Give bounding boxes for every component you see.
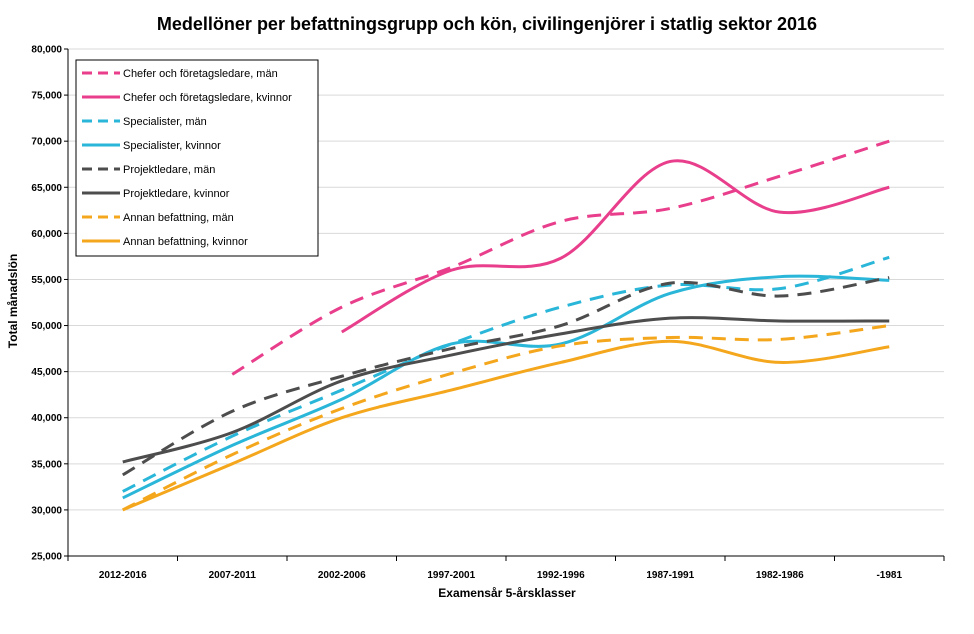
series-line (122, 255, 890, 493)
x-axis-label: Examensår 5-årsklasser (438, 586, 576, 600)
series-line (122, 339, 890, 512)
y-tick-label: 70,000 (31, 137, 62, 148)
x-tick-labels: 2012-2016 2007-2011 2002-2006 1997-2001 1992… (99, 570, 903, 581)
series-line (122, 274, 890, 500)
series-line (341, 159, 890, 334)
legend-entry: Chefer och företagsledare, män (123, 68, 278, 80)
chart-title: Medellöner per befattningsgrupp och kön,… (157, 14, 817, 34)
y-tick-label: 55,000 (31, 275, 62, 286)
y-tick-label: 35,000 (31, 459, 62, 470)
series-lines (121, 139, 890, 512)
y-tick-label: 50,000 (31, 321, 62, 332)
y-tick-label: 40,000 (31, 413, 62, 424)
series-line (122, 316, 890, 464)
y-tick-label: 25,000 (31, 552, 62, 563)
x-tick-label: 2002-2006 (318, 570, 366, 581)
x-tick-label: 2012-2016 (99, 570, 147, 581)
legend-box (75, 59, 319, 257)
y-axis-label: Total månadslön (6, 254, 20, 348)
y-tick-label: 75,000 (31, 91, 62, 102)
axes (64, 48, 945, 561)
legend-entry: Specialister, män (123, 116, 207, 128)
y-tick-label: 30,000 (31, 505, 62, 516)
legend-entry: Projektledare, män (123, 164, 215, 176)
x-tick-label: 2007-2011 (209, 570, 257, 581)
y-tick-labels: 25,000 30,000 35,000 40,000 45,000 50,000 55,0… (31, 45, 62, 563)
y-tick-label: 60,000 (31, 229, 62, 240)
y-tick-label: 80,000 (31, 45, 62, 56)
y-tick-label: 45,000 (31, 367, 62, 378)
x-tick-label: 1992-1996 (537, 570, 585, 581)
series-line (231, 139, 890, 376)
series-line (122, 324, 890, 512)
legend: Chefer och företagsledare, män Chefer och… (75, 59, 319, 257)
x-tick-label: -1981 (876, 570, 902, 581)
legend-entry: Annan befattning, män (123, 212, 234, 224)
legend-entry: Chefer och företagsledare, kvinnor (123, 92, 292, 104)
legend-entry: Specialister, kvinnor (123, 140, 221, 152)
y-tick-label: 65,000 (31, 183, 62, 194)
x-tick-label: 1982-1986 (756, 570, 804, 581)
x-tick-label: 1987-1991 (646, 570, 694, 581)
legend-entry: Projektledare, kvinnor (123, 188, 230, 200)
legend-entry: Annan befattning, kvinnor (123, 236, 248, 248)
x-tick-label: 1997-2001 (427, 570, 475, 581)
